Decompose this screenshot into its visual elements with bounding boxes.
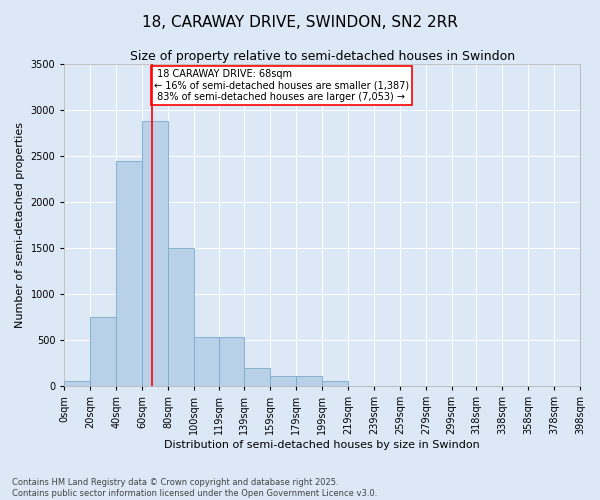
Bar	[296, 376, 322, 386]
Bar	[90, 317, 116, 386]
Text: 18 CARAWAY DRIVE: 68sqm
← 16% of semi-detached houses are smaller (1,387)
 83% o: 18 CARAWAY DRIVE: 68sqm ← 16% of semi-de…	[154, 69, 409, 102]
Text: Contains HM Land Registry data © Crown copyright and database right 2025.
Contai: Contains HM Land Registry data © Crown c…	[12, 478, 377, 498]
Bar	[168, 248, 194, 386]
Bar	[218, 338, 244, 386]
Text: 18, CARAWAY DRIVE, SWINDON, SN2 2RR: 18, CARAWAY DRIVE, SWINDON, SN2 2RR	[142, 15, 458, 30]
Bar	[271, 376, 296, 386]
Y-axis label: Number of semi-detached properties: Number of semi-detached properties	[15, 122, 25, 328]
Bar	[244, 368, 271, 386]
Title: Size of property relative to semi-detached houses in Swindon: Size of property relative to semi-detach…	[130, 50, 515, 63]
Bar	[194, 338, 218, 386]
Bar	[142, 121, 168, 386]
Bar	[322, 382, 348, 386]
X-axis label: Distribution of semi-detached houses by size in Swindon: Distribution of semi-detached houses by …	[164, 440, 480, 450]
Bar	[116, 160, 142, 386]
Bar	[64, 382, 90, 386]
